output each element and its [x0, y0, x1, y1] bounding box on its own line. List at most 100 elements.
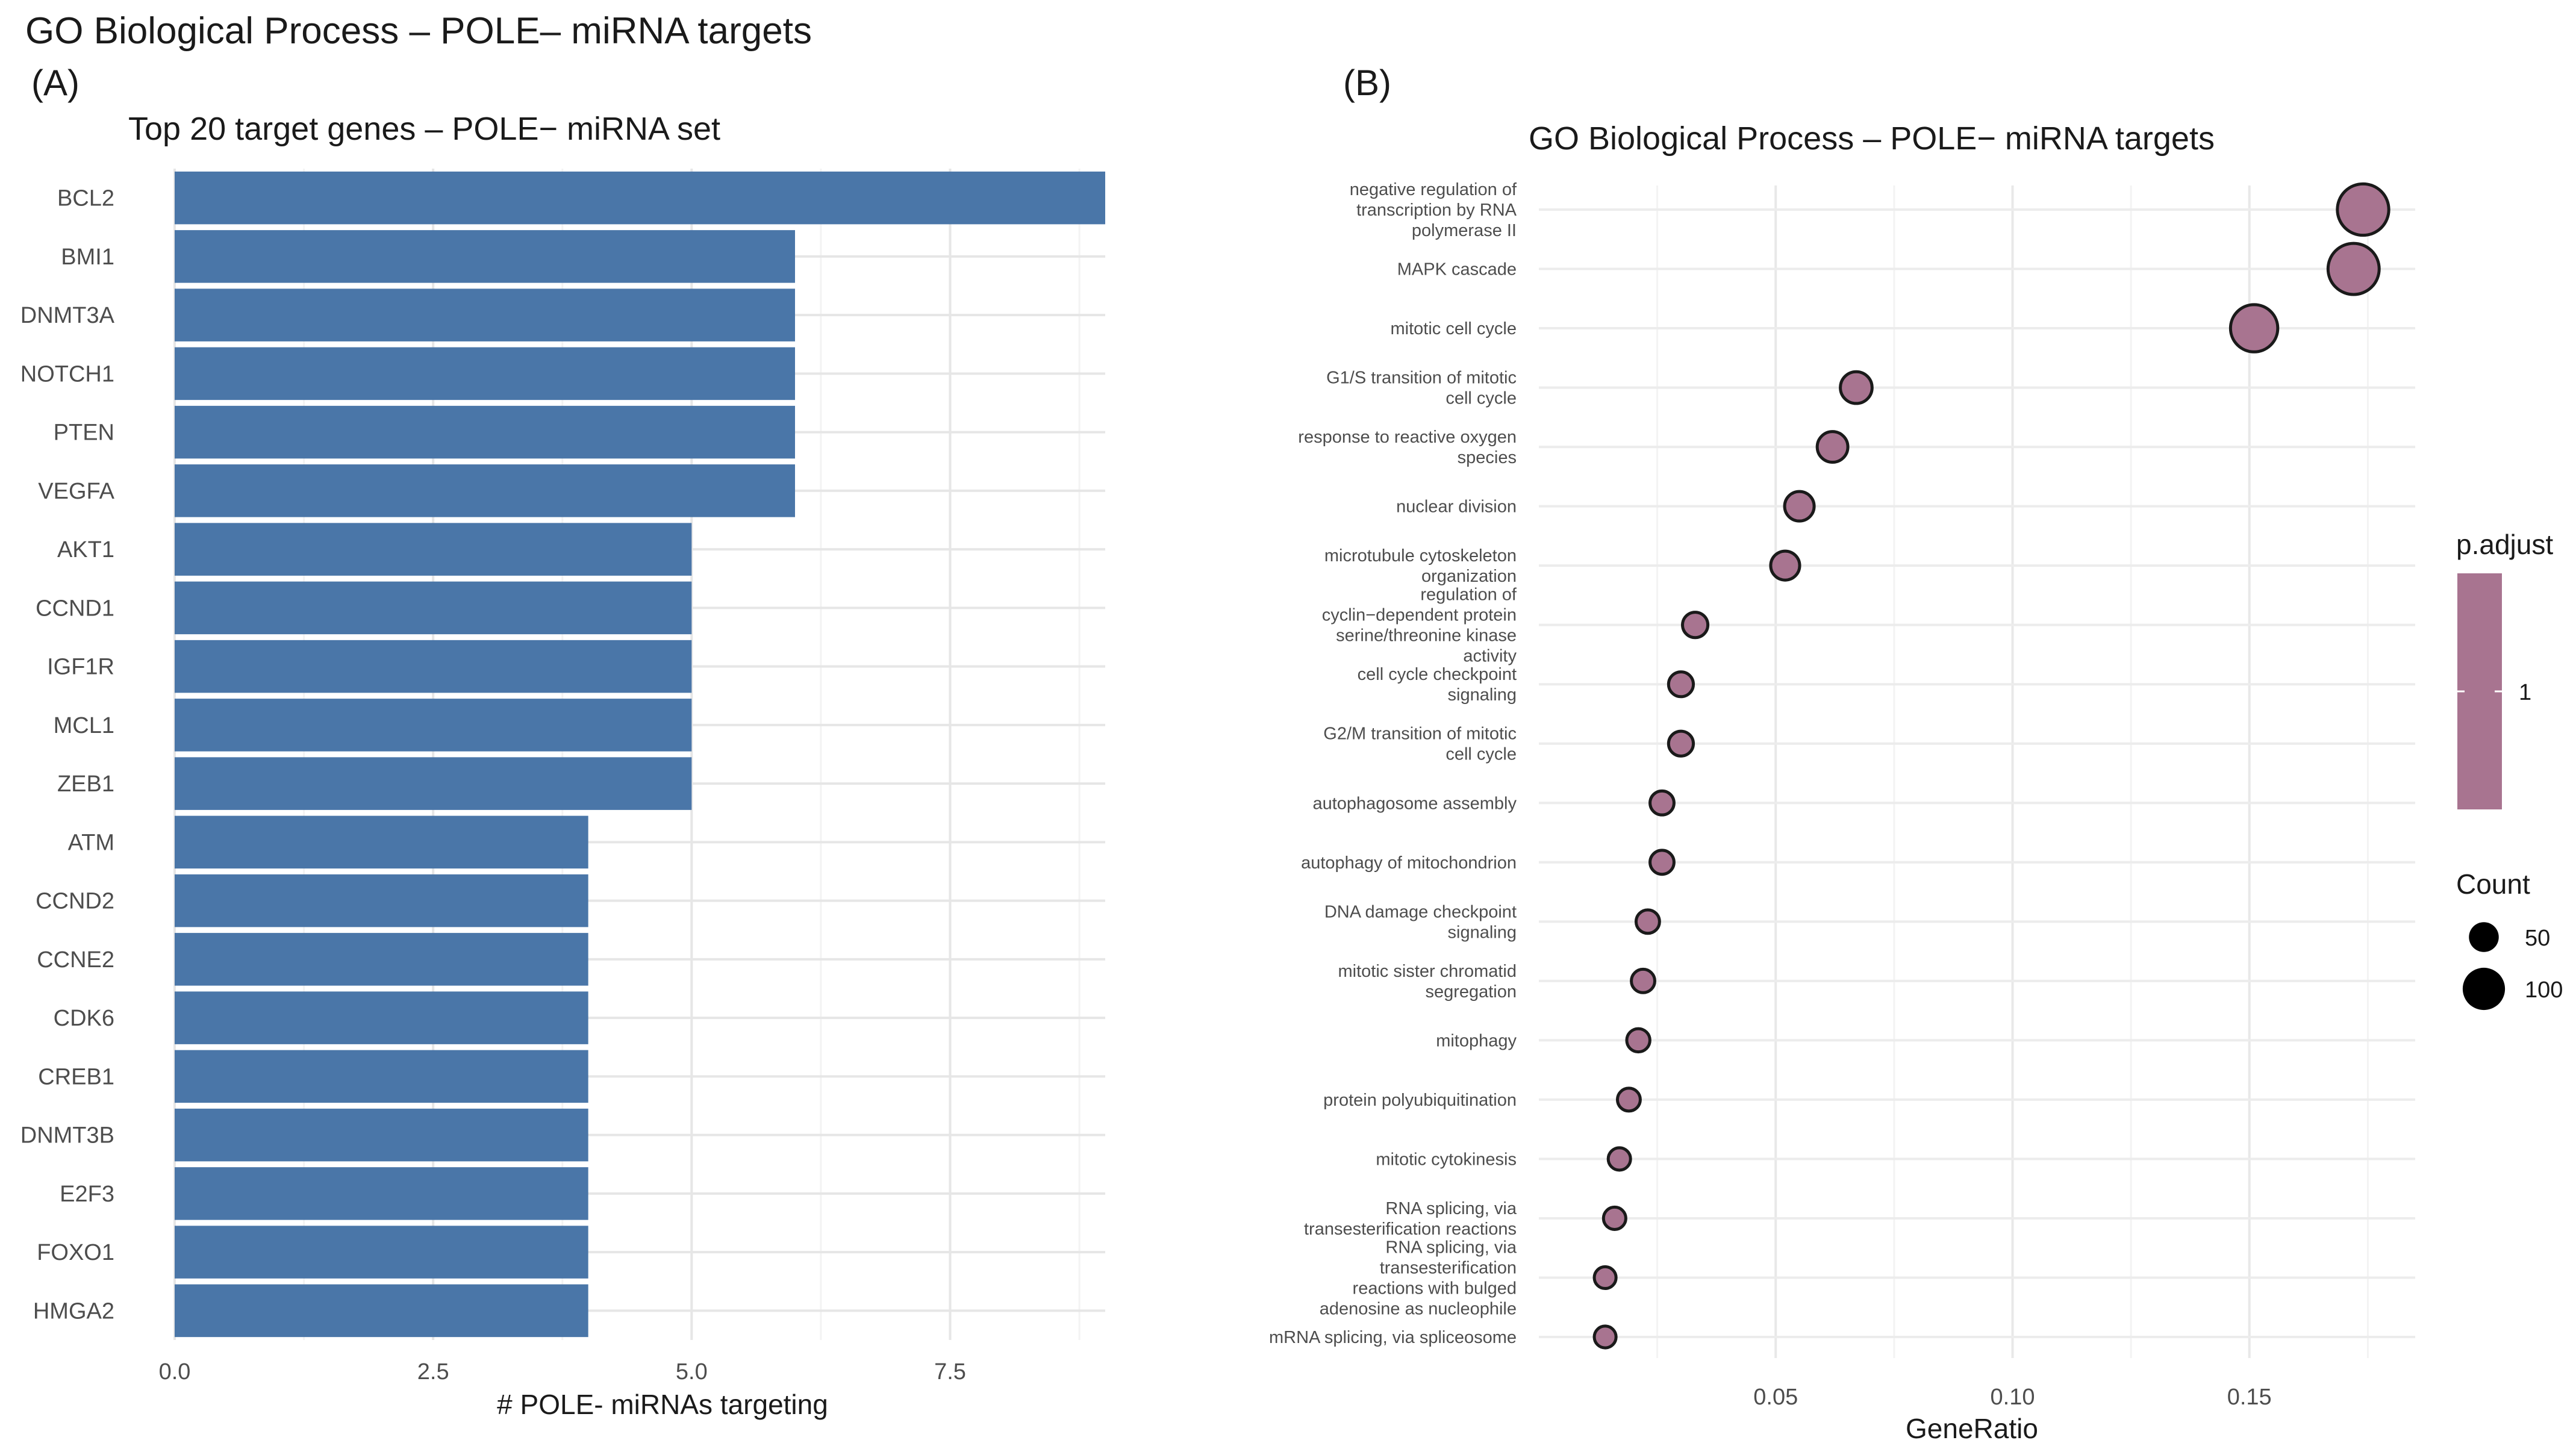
- figure-title: GO Biological Process – POLE– miRNA targ…: [25, 10, 812, 52]
- bar-label-akt1: AKT1: [57, 537, 114, 562]
- dot-plot-point: [1769, 549, 1801, 582]
- dot-plot-point: [2326, 241, 2381, 296]
- dot-plot-term-label: regulation of cyclin−dependent protein ser…: [1322, 585, 1517, 666]
- dot-plot-term-label: mRNA splicing, via spliceosome: [1269, 1328, 1517, 1347]
- bar-label-atm: ATM: [68, 830, 114, 855]
- dot-plot-x-tick-label: 0.10: [1991, 1385, 2035, 1410]
- bar-label-mcl1: MCL1: [54, 713, 114, 738]
- panel-b-label: (B): [1343, 63, 1391, 103]
- dot-plot-term-label: microtubule cytoskeleton organization: [1324, 546, 1517, 586]
- dot-plot-point: [1606, 1146, 1632, 1172]
- bar-dnmt3b: [175, 1108, 588, 1162]
- dot-plot-point: [1601, 1205, 1627, 1231]
- panel-a-bar-chart: Top 20 target genes – POLE− miRNA set BC…: [20, 111, 1105, 1420]
- dot-plot-title: GO Biological Process – POLE− miRNA targ…: [1529, 120, 2215, 157]
- bar-igf1r: [175, 640, 692, 693]
- dot-plot-point: [1648, 849, 1676, 876]
- dot-plot-point: [1815, 430, 1850, 464]
- bar-chart-x-tick-label: 5.0: [676, 1359, 708, 1385]
- bar-label-bcl2: BCL2: [57, 186, 114, 211]
- bar-cdk6: [175, 991, 588, 1044]
- bar-label-dnmt3b: DNMT3B: [20, 1123, 114, 1148]
- dot-plot-gridlines: [1539, 185, 2415, 1358]
- bar-zeb1: [175, 757, 692, 810]
- dot-plot-legend: p.adjust 1 Count 50 100: [2456, 529, 2563, 1011]
- bar-bcl2: [175, 171, 1105, 225]
- bar-ccne2: [175, 933, 588, 986]
- dot-plot-term-label: mitotic cell cycle: [1391, 319, 1517, 338]
- dot-plot-term-label: mitotic cytokinesis: [1376, 1150, 1517, 1169]
- bar-bmi1: [175, 230, 795, 283]
- bar-notch1: [175, 347, 795, 400]
- bar-chart-x-tick-label: 2.5: [417, 1359, 449, 1385]
- bar-label-ccnd1: CCND1: [36, 596, 114, 621]
- dot-plot-term-label: RNA splicing, via transesterification reac…: [1320, 1238, 1517, 1318]
- legend-color-title: p.adjust: [2456, 529, 2553, 560]
- dot-plot-point: [1634, 908, 1661, 935]
- dot-plot-term-label: mitophagy: [1436, 1031, 1517, 1050]
- dot-plot-x-tick-label: 0.15: [2227, 1385, 2272, 1410]
- legend-size-label: 100: [2525, 977, 2563, 1003]
- dot-plot-term-label: autophagosome assembly: [1312, 794, 1517, 813]
- bar-chart-category-labels: BCL2 BMI1 DNMT3A NOTCH1 PTEN VEGFA AKT1 CCND1 IG…: [20, 186, 115, 1324]
- bar-label-pten: PTEN: [54, 420, 114, 446]
- bar-pten: [175, 405, 795, 459]
- bar-chart-x-axis-label: # POLE- miRNAs targeting: [497, 1389, 828, 1420]
- dot-plot-x-axis-label: GeneRatio: [1906, 1413, 2038, 1444]
- panel-b-dot-plot: GO Biological Process – POLE− miRNA targ…: [1269, 120, 2563, 1444]
- dot-plot-term-label: mitotic sister chromatid segregation: [1338, 962, 1517, 1002]
- bar-ccnd2: [175, 874, 588, 927]
- dot-plot-term-label: DNA damage checkpoint signaling: [1324, 902, 1517, 942]
- dot-plot-point: [1625, 1027, 1651, 1054]
- dot-plot-point: [1783, 490, 1816, 523]
- dot-plot-point: [1592, 1265, 1618, 1291]
- bar-label-hmga2: HMGA2: [33, 1298, 114, 1324]
- bar-label-notch1: NOTCH1: [20, 361, 114, 387]
- dot-plot-x-tick-labels: 0.05 0.10 0.15: [1753, 1385, 2271, 1410]
- legend-size-entries: 50 100: [2462, 922, 2563, 1011]
- bar-label-cdk6: CDK6: [54, 1006, 114, 1031]
- dot-plot-term-label: cell cycle checkpoint signaling: [1358, 665, 1517, 705]
- bar-label-foxo1: FOXO1: [37, 1240, 114, 1265]
- dot-plot-point: [1839, 370, 1874, 405]
- dot-plot-term-label: response to reactive oxygen species: [1298, 428, 1517, 467]
- dot-plot-point: [1680, 611, 1710, 640]
- bar-creb1: [175, 1050, 588, 1103]
- dot-plot-points: [1592, 182, 2390, 1350]
- dot-plot-x-tick-label: 0.05: [1753, 1385, 1798, 1410]
- bar-mcl1: [175, 699, 692, 752]
- bar-label-bmi1: BMI1: [61, 245, 114, 270]
- legend-color-bar: [2457, 573, 2502, 809]
- dot-plot-point: [1648, 789, 1676, 817]
- panel-a-label: (A): [31, 63, 80, 103]
- bar-label-creb1: CREB1: [38, 1064, 114, 1089]
- dot-plot-term-label: autophagy of mitochondrion: [1301, 853, 1517, 873]
- legend-color-tick-label: 1: [2519, 680, 2531, 705]
- dot-plot-point: [2228, 303, 2280, 354]
- bar-e2f3: [175, 1167, 588, 1220]
- bar-label-ccnd2: CCND2: [36, 889, 114, 914]
- dot-plot-term-label: negative regulation of transcription by R…: [1350, 180, 1517, 240]
- bar-vegfa: [175, 464, 795, 517]
- bar-dnmt3a: [175, 288, 795, 341]
- dot-plot-point: [1615, 1086, 1642, 1113]
- bar-chart-x-tick-labels: 0.0 2.5 5.0 7.5: [159, 1359, 966, 1385]
- dot-plot-term-labels: negative regulation of transcription by R…: [1269, 180, 1517, 1347]
- bar-atm: [175, 815, 588, 869]
- bar-chart-x-tick-label: 7.5: [934, 1359, 966, 1385]
- dot-plot-point: [2336, 182, 2390, 237]
- bar-chart-bars: [175, 171, 1105, 1338]
- bar-ccnd1: [175, 581, 692, 635]
- dot-plot-point: [1667, 729, 1695, 758]
- bar-label-dnmt3a: DNMT3A: [20, 303, 115, 328]
- bar-label-igf1r: IGF1R: [47, 655, 114, 680]
- dot-plot-term-label: nuclear division: [1396, 497, 1517, 517]
- bar-akt1: [175, 523, 692, 576]
- dot-plot-point: [1630, 967, 1656, 994]
- bar-chart-gridlines: [173, 169, 1105, 1340]
- dot-plot-term-label: G2/M transition of mitotic cell cycle: [1323, 724, 1517, 764]
- dot-plot-point: [1667, 670, 1695, 699]
- bar-label-vegfa: VEGFA: [38, 479, 114, 504]
- dot-plot-term-label: protein polyubiquitination: [1323, 1091, 1517, 1110]
